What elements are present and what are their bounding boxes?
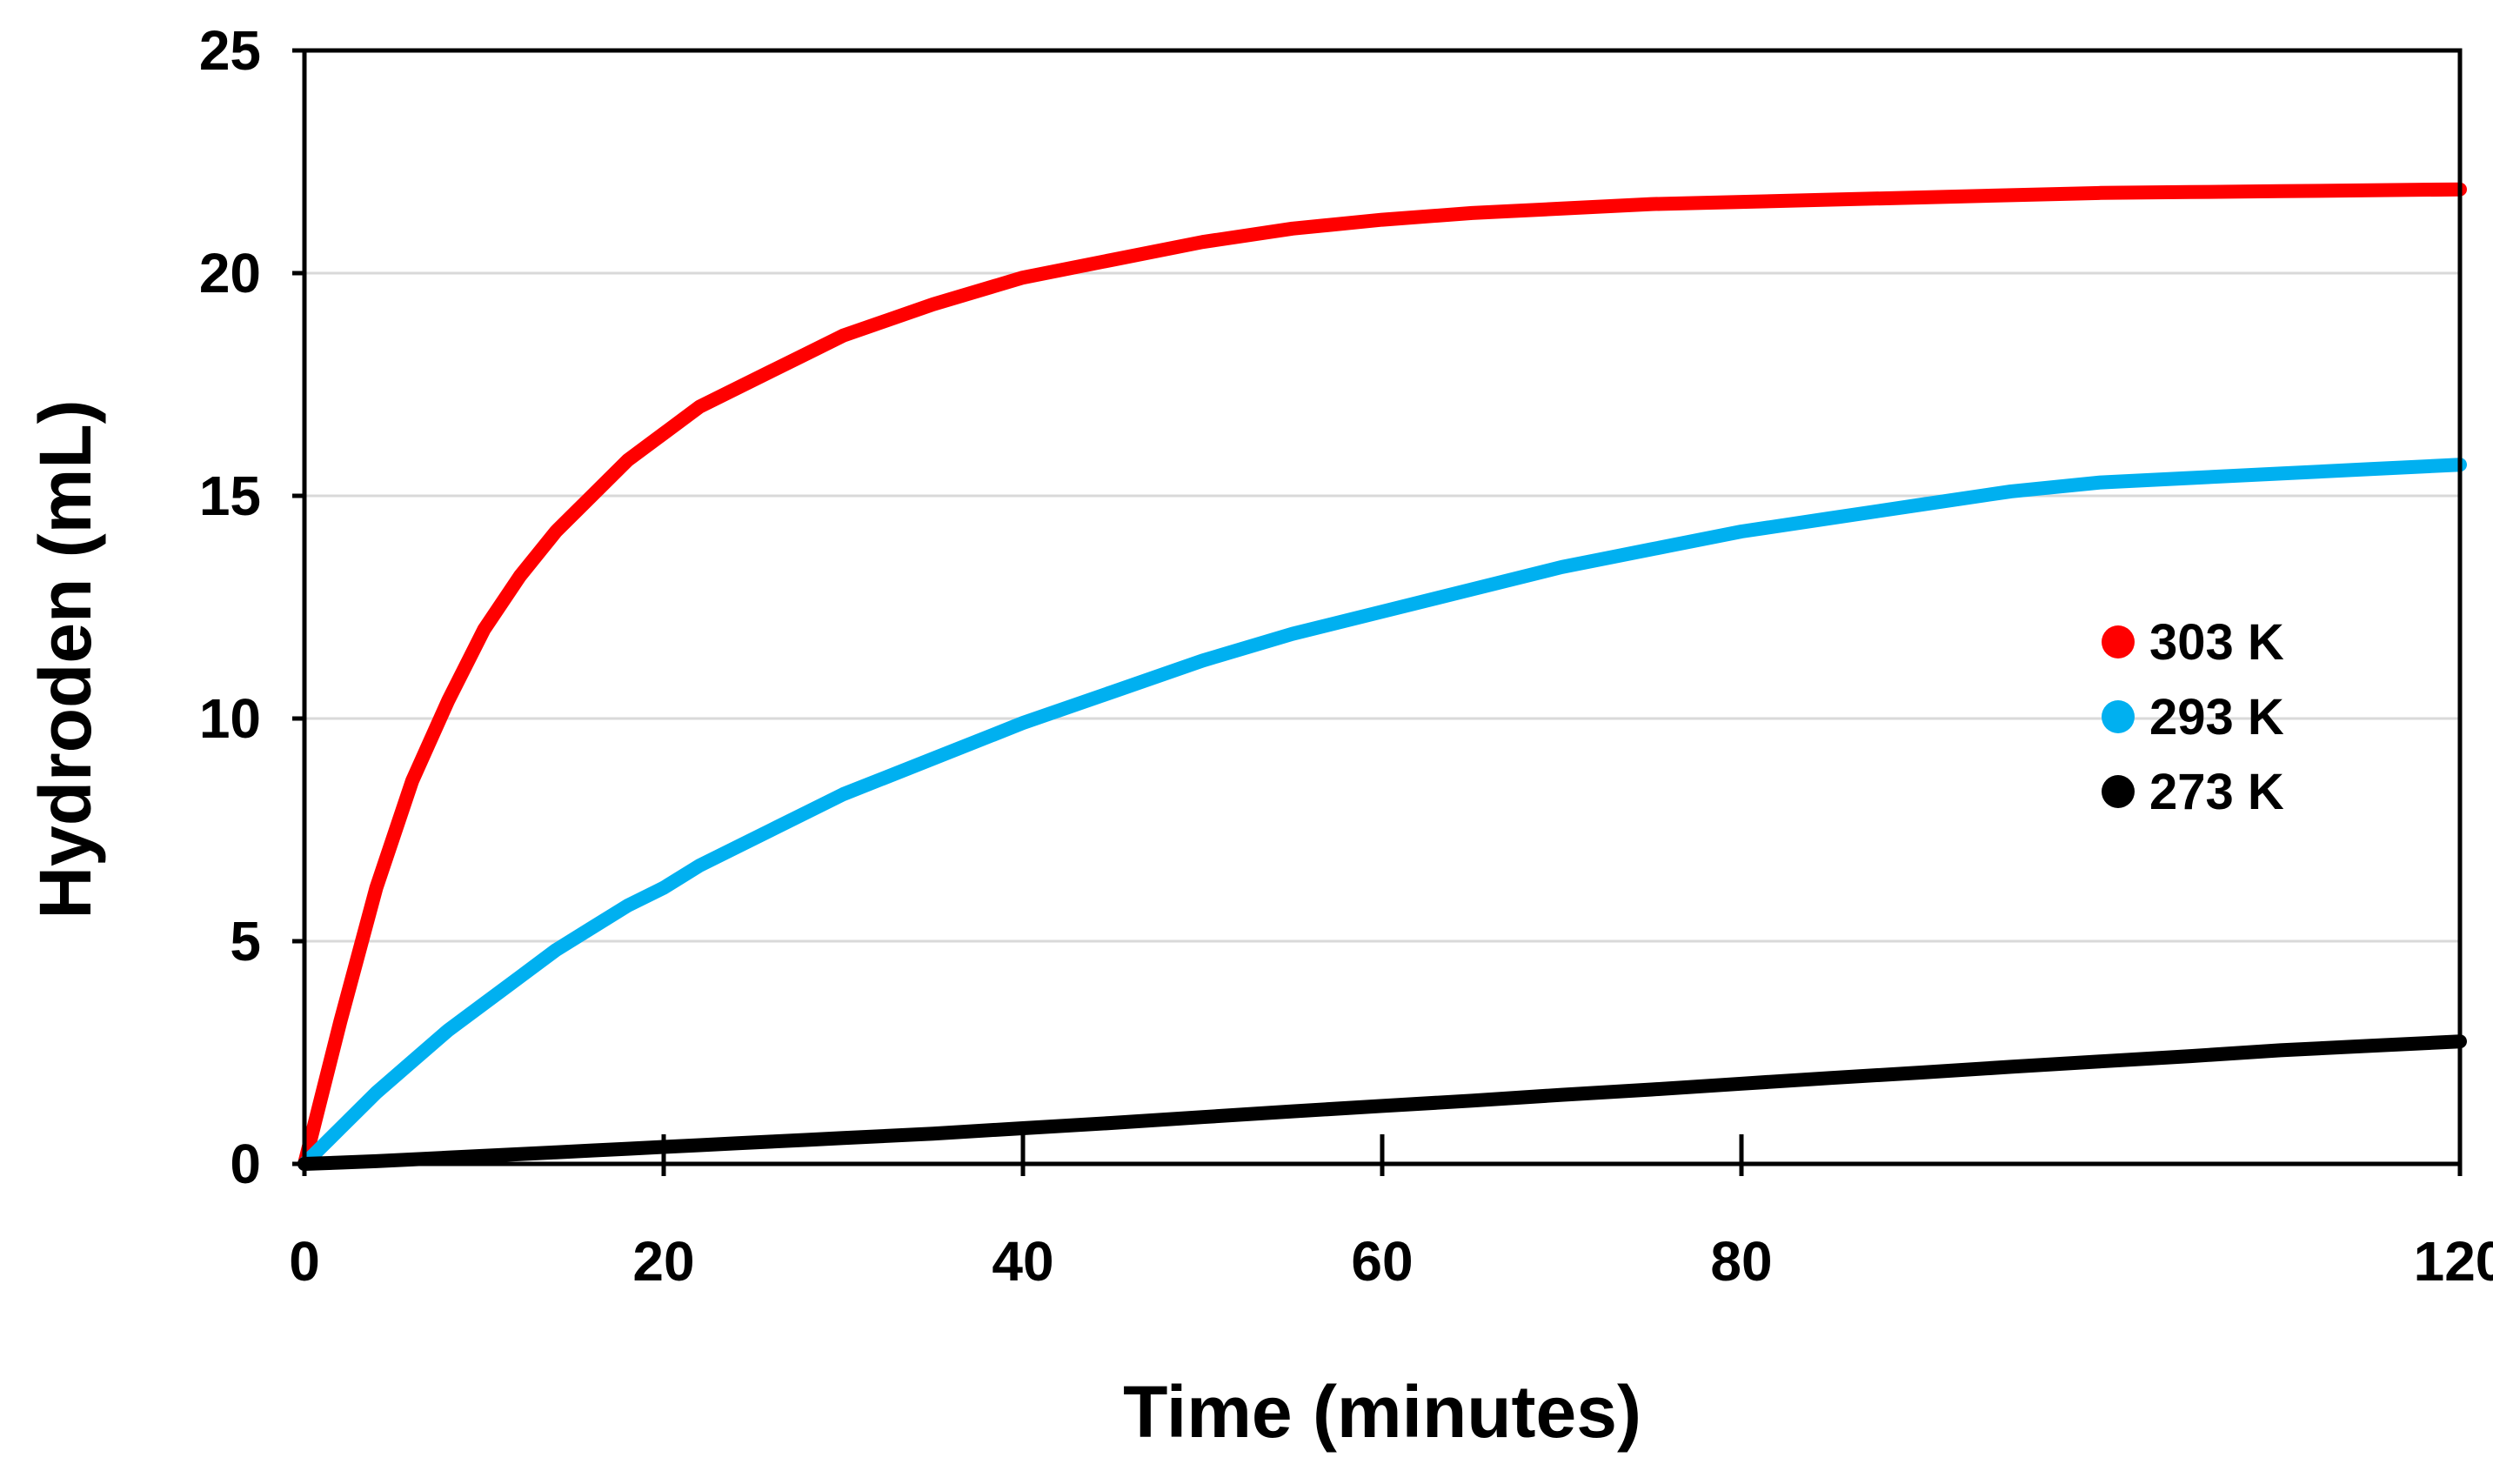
- y-tick-label: 0: [230, 1133, 261, 1195]
- x-tick-label: 20: [632, 1230, 694, 1293]
- legend: 303 K 293 K 273 K: [2102, 614, 2284, 820]
- legend-label: 273 K: [2149, 764, 2284, 820]
- legend-marker: [2102, 700, 2135, 733]
- series-line-273-k: [297, 1034, 2467, 1171]
- x-tick-label: 120: [2414, 1230, 2493, 1293]
- y-tick-label: 15: [199, 465, 261, 527]
- legend-label: 303 K: [2149, 614, 2284, 671]
- x-axis-title: Time (minutes): [1123, 1371, 1641, 1453]
- y-tick-label: 10: [199, 687, 261, 750]
- x-tick-label: 80: [1710, 1230, 1772, 1293]
- series-line-303-k: [297, 182, 2467, 1171]
- y-tick-label: 25: [199, 19, 261, 82]
- gridlines: [304, 271, 2460, 943]
- series-lines: [297, 182, 2467, 1171]
- axis-ticks: 0 5 10 15 20 25 0 20 40 60 80 120: [199, 19, 2493, 1293]
- legend-marker: [2102, 625, 2135, 658]
- y-axis-title: Hydroden (mL): [24, 399, 106, 919]
- x-tick-label: 40: [992, 1230, 1053, 1293]
- y-tick-label: 20: [199, 242, 261, 304]
- x-tick-label: 60: [1351, 1230, 1413, 1293]
- legend-label: 293 K: [2149, 689, 2284, 745]
- series-line-293-k: [297, 458, 2467, 1171]
- y-tick-label: 5: [230, 910, 261, 973]
- legend-marker: [2102, 775, 2135, 808]
- x-tick-label: 0: [289, 1230, 320, 1293]
